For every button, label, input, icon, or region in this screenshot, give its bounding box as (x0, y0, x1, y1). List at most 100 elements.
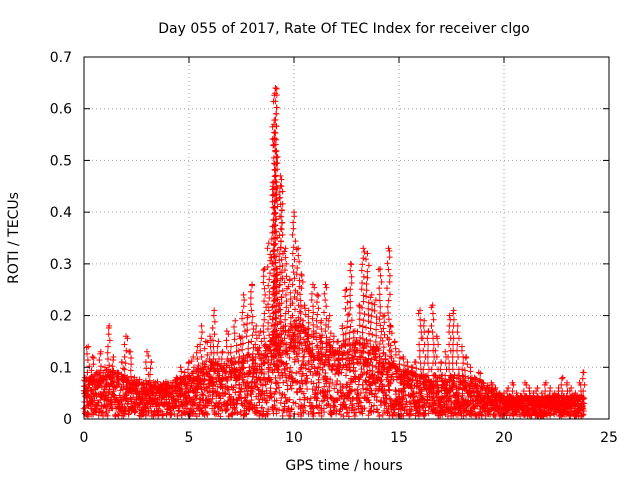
data-point-spike (392, 351, 399, 358)
data-point-spike (260, 322, 267, 329)
data-point-cloud (104, 412, 111, 419)
data-point-spike (308, 290, 315, 297)
data-point (559, 374, 566, 381)
data-point-cloud (283, 360, 290, 367)
data-point (89, 353, 96, 360)
data-point-cloud (304, 386, 311, 393)
data-point-spike (292, 238, 299, 245)
data-point-cloud (99, 409, 106, 416)
data-point-cloud (267, 393, 274, 400)
data-point-cloud (287, 364, 294, 371)
data-point-spike (344, 318, 351, 325)
data-point-cloud (332, 403, 339, 410)
data-point-spike (96, 357, 103, 364)
data-point-spike (356, 316, 363, 323)
data-point-cloud (283, 408, 290, 415)
data-point-spike (290, 225, 297, 232)
data-point-cloud (265, 366, 272, 373)
data-point-spike (231, 330, 238, 337)
data-point-cloud (351, 413, 358, 420)
data-point-spike (278, 226, 285, 233)
data-point-spike (376, 285, 383, 292)
data-point (351, 328, 358, 335)
data-point-spike (392, 345, 399, 352)
data-point-spike (272, 222, 279, 229)
data-point-spike (295, 252, 302, 259)
data-point-cloud (268, 390, 275, 397)
data-point-cloud (209, 395, 216, 402)
data-point (326, 312, 333, 319)
data-point-spike (347, 298, 354, 305)
data-point-cloud (280, 379, 287, 386)
data-point-spike (323, 284, 330, 291)
data-point-spike (247, 288, 254, 295)
data-point-cloud (198, 386, 205, 393)
data-point-cloud (211, 402, 218, 409)
data-point-spike (270, 223, 277, 230)
data-point (181, 369, 188, 376)
data-point-cloud (183, 395, 190, 402)
data-point-spike (121, 366, 128, 373)
data-point-spike (223, 337, 230, 344)
data-point-cloud (216, 399, 223, 406)
data-point-spike (178, 368, 185, 375)
data-point (396, 348, 402, 355)
data-point-spike (364, 268, 371, 275)
y-tick-label: 0.1 (50, 360, 72, 376)
data-point-spike (449, 366, 456, 373)
data-point-cloud (230, 399, 237, 406)
data-point-spike (380, 344, 387, 351)
data-point-spike (339, 356, 346, 363)
data-point-spike (360, 298, 367, 305)
x-tick-label: 10 (285, 430, 303, 446)
x-tick-label: 0 (80, 430, 89, 446)
data-point-spike (460, 360, 467, 367)
data-point-cloud (311, 365, 318, 372)
data-point-spike (386, 272, 393, 279)
data-point-spike (249, 332, 256, 339)
data-point-spike (364, 274, 371, 281)
data-point-cloud (272, 388, 279, 395)
data-point-cloud (132, 408, 139, 415)
data-point (211, 307, 218, 314)
data-point-spike (365, 312, 372, 319)
data-point (240, 291, 247, 298)
data-point-spike (411, 359, 418, 366)
data-point-cloud (130, 394, 137, 401)
data-point-spike (128, 361, 135, 368)
data-point-spike (360, 273, 367, 280)
data-point-spike (365, 318, 372, 325)
data-point-spike (367, 325, 374, 332)
data-point-spike (271, 241, 278, 248)
data-point-spike (377, 272, 384, 279)
data-point-spike (396, 354, 403, 361)
data-point-spike (247, 301, 254, 308)
data-point-spike (455, 353, 462, 360)
data-point-spike (450, 316, 457, 323)
data-point-spike (128, 354, 135, 361)
data-point-spike (291, 213, 298, 220)
data-point-cloud (234, 410, 241, 417)
data-point-spike (401, 362, 408, 369)
data-point-cloud (342, 372, 349, 379)
data-point-cloud (386, 386, 393, 393)
data-point-spike (377, 303, 384, 310)
data-point-spike (384, 303, 391, 310)
data-point-spike (450, 335, 457, 342)
data-point-spike (365, 305, 372, 312)
data-point-spike (239, 315, 246, 322)
data-point-cloud (208, 399, 215, 406)
data-point-spike (109, 363, 116, 370)
data-point-spike (384, 260, 391, 267)
data-point-cloud (167, 412, 174, 419)
data-point-spike (385, 297, 392, 304)
data-point-spike (425, 347, 432, 354)
data-point-spike (239, 309, 246, 316)
data-point-spike (289, 231, 296, 238)
data-point-cloud (392, 387, 399, 394)
data-point-spike (380, 313, 387, 320)
data-point-spike (369, 306, 376, 313)
data-point-spike (347, 323, 354, 330)
data-point-cloud (276, 389, 283, 396)
data-point-spike (104, 343, 111, 350)
